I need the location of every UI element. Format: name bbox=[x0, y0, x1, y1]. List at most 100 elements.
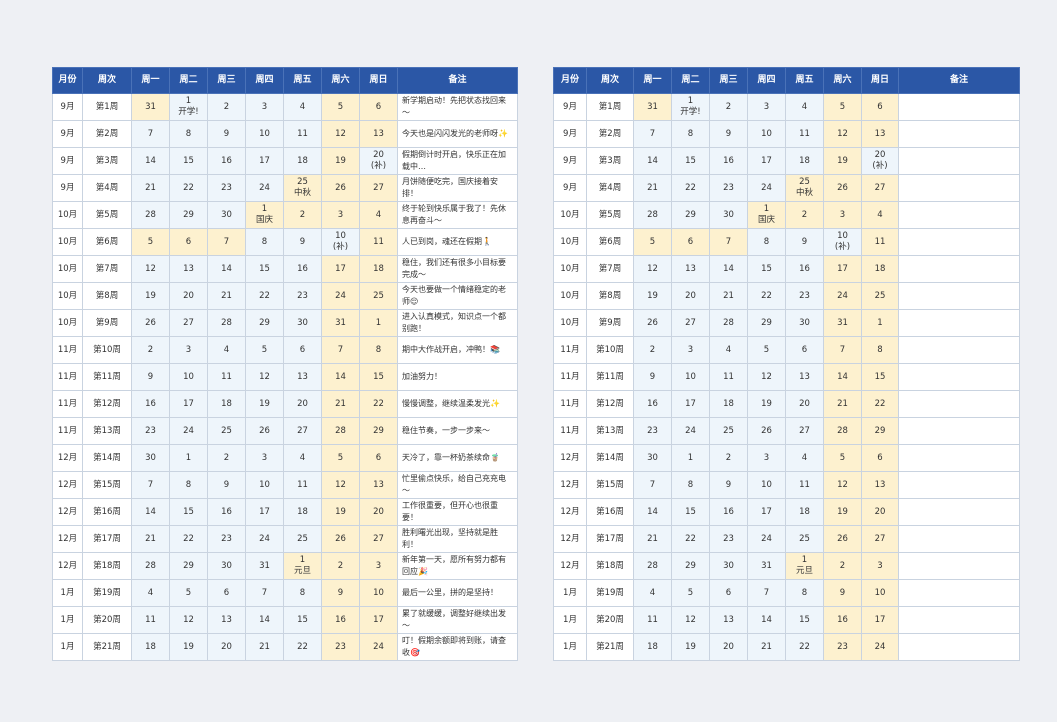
day-cell: 22 bbox=[747, 282, 786, 310]
week-cell: 第14周 bbox=[586, 444, 634, 472]
month-cell: 9月 bbox=[52, 93, 83, 121]
day-cell: 8 bbox=[861, 336, 899, 364]
day-cell: 24 bbox=[245, 174, 284, 202]
header-cell: 备注 bbox=[397, 67, 518, 94]
day-cell: 17 bbox=[861, 606, 899, 634]
note-cell: 期中大作战开启，冲鸭！📚 bbox=[397, 336, 518, 364]
day-cell: 1 开学! bbox=[169, 93, 208, 121]
day-cell: 22 bbox=[671, 525, 710, 553]
day-cell: 18 bbox=[633, 633, 672, 661]
month-cell: 10月 bbox=[553, 255, 587, 283]
day-cell: 30 bbox=[131, 444, 170, 472]
day-cell: 19 bbox=[747, 390, 786, 418]
day-cell: 2 bbox=[131, 336, 170, 364]
header-cell: 周日 bbox=[359, 67, 398, 94]
day-cell: 18 bbox=[785, 498, 824, 526]
day-cell: 8 bbox=[671, 471, 710, 499]
day-cell: 11 bbox=[709, 363, 748, 391]
day-cell: 10 (补) bbox=[321, 228, 360, 256]
week-cell: 第3周 bbox=[586, 147, 634, 175]
day-cell: 18 bbox=[131, 633, 170, 661]
month-cell: 12月 bbox=[553, 471, 587, 499]
week-row: 10月 第6周 5 6 7 8 9 10 (补) 11 bbox=[553, 228, 1020, 256]
day-cell: 19 bbox=[823, 498, 862, 526]
day-cell: 23 bbox=[633, 417, 672, 445]
week-cell: 第19周 bbox=[586, 579, 634, 607]
note-cell: 最后一公里，拼的是坚持！ bbox=[397, 579, 518, 607]
day-cell: 6 bbox=[283, 336, 322, 364]
week-row: 12月 第16周 14 15 16 17 18 19 20 bbox=[553, 498, 1020, 526]
day-cell: 3 bbox=[245, 444, 284, 472]
week-cell: 第4周 bbox=[82, 174, 132, 202]
day-cell: 23 bbox=[207, 525, 246, 553]
month-cell: 1月 bbox=[553, 579, 587, 607]
day-cell: 6 bbox=[785, 336, 824, 364]
week-cell: 第15周 bbox=[82, 471, 132, 499]
day-cell: 21 bbox=[131, 174, 170, 202]
day-cell: 24 bbox=[671, 417, 710, 445]
note-cell-empty bbox=[898, 336, 1020, 364]
day-cell: 16 bbox=[207, 498, 246, 526]
week-row: 9月 第2周 7 8 9 10 11 12 13 bbox=[553, 120, 1020, 148]
note-cell-empty bbox=[898, 633, 1020, 661]
day-cell: 22 bbox=[169, 174, 208, 202]
day-cell: 7 bbox=[823, 336, 862, 364]
header-cell: 周二 bbox=[169, 67, 208, 94]
week-cell: 第16周 bbox=[586, 498, 634, 526]
day-cell: 19 bbox=[131, 282, 170, 310]
day-cell: 25 bbox=[785, 525, 824, 553]
day-cell: 15 bbox=[169, 147, 208, 175]
note-cell-empty bbox=[898, 228, 1020, 256]
day-cell: 3 bbox=[671, 336, 710, 364]
day-cell: 3 bbox=[861, 552, 899, 580]
week-row: 9月 第3周 14 15 16 17 18 19 20 (补) bbox=[553, 147, 1020, 175]
week-cell: 第13周 bbox=[82, 417, 132, 445]
month-cell: 10月 bbox=[52, 201, 83, 229]
day-cell: 26 bbox=[747, 417, 786, 445]
day-cell: 23 bbox=[709, 525, 748, 553]
week-cell: 第2周 bbox=[82, 120, 132, 148]
day-cell: 30 bbox=[283, 309, 322, 337]
day-cell: 30 bbox=[785, 309, 824, 337]
day-cell: 13 bbox=[671, 255, 710, 283]
day-cell: 1 开学! bbox=[671, 93, 710, 121]
day-cell: 14 bbox=[747, 606, 786, 634]
day-cell: 10 bbox=[747, 471, 786, 499]
day-cell: 15 bbox=[245, 255, 284, 283]
day-cell: 5 bbox=[823, 444, 862, 472]
day-cell: 13 bbox=[785, 363, 824, 391]
week-cell: 第9周 bbox=[82, 309, 132, 337]
day-cell: 25 中秋 bbox=[283, 174, 322, 202]
day-cell: 20 bbox=[283, 390, 322, 418]
day-cell: 28 bbox=[131, 201, 170, 229]
header-cell: 周五 bbox=[785, 67, 824, 94]
day-cell: 21 bbox=[207, 282, 246, 310]
day-cell: 27 bbox=[169, 309, 208, 337]
day-cell: 28 bbox=[633, 552, 672, 580]
day-cell: 29 bbox=[245, 309, 284, 337]
day-cell: 1 国庆 bbox=[747, 201, 786, 229]
day-cell: 8 bbox=[245, 228, 284, 256]
week-cell: 第13周 bbox=[586, 417, 634, 445]
day-cell: 13 bbox=[359, 471, 398, 499]
note-cell-empty bbox=[898, 309, 1020, 337]
day-cell: 10 bbox=[359, 579, 398, 607]
day-cell: 13 bbox=[709, 606, 748, 634]
day-cell: 27 bbox=[359, 525, 398, 553]
month-cell: 12月 bbox=[52, 444, 83, 472]
day-cell: 25 bbox=[283, 525, 322, 553]
day-cell: 24 bbox=[747, 525, 786, 553]
day-cell: 1 元旦 bbox=[785, 552, 824, 580]
note-cell: 新学期启动！先把状态找回来～ bbox=[397, 93, 518, 121]
week-row: 1月 第20周 11 12 13 14 15 16 17 累了就缓缓，调整好继续出发～ bbox=[52, 606, 518, 634]
month-cell: 11月 bbox=[553, 336, 587, 364]
header-cell: 周一 bbox=[131, 67, 170, 94]
day-cell: 17 bbox=[245, 147, 284, 175]
day-cell: 28 bbox=[321, 417, 360, 445]
week-row: 1月 第21周 18 19 20 21 22 23 24 叮！假期余额即将到账，请查收🎯 bbox=[52, 633, 518, 661]
day-cell: 27 bbox=[671, 309, 710, 337]
day-cell: 19 bbox=[321, 498, 360, 526]
month-cell: 1月 bbox=[553, 606, 587, 634]
header-cell: 周四 bbox=[747, 67, 786, 94]
day-cell: 20 bbox=[785, 390, 824, 418]
